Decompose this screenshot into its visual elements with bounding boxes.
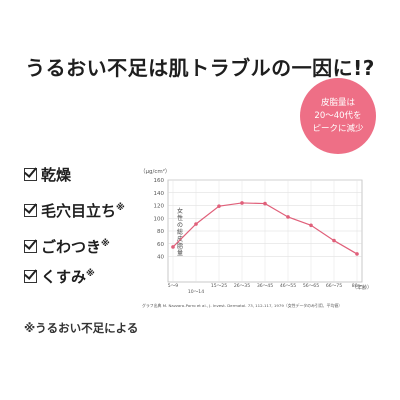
- y-tick-label: 40: [157, 255, 164, 261]
- x-tick-label: 66～75: [326, 283, 342, 289]
- badge-line-2: 20～40代を: [314, 110, 362, 121]
- y-tick-labels: 40 60 80 100 120 140 160: [154, 178, 165, 261]
- y-tick-label: 60: [157, 242, 164, 248]
- badge-line-1: 皮脂量は: [320, 97, 355, 108]
- y-unit-label: （μg/cm²）: [140, 168, 170, 175]
- data-point: [263, 201, 267, 206]
- check-label: 毛穴目立ち: [41, 202, 117, 220]
- y-tick-label: 140: [154, 191, 165, 197]
- x-tick-label: 46～55: [280, 283, 296, 289]
- pink-badge: 皮脂量は 20～40代を ピークに減少: [300, 78, 376, 154]
- check-label: ごわつき: [41, 238, 102, 256]
- check-item-pores: 毛穴目立ち※: [24, 200, 125, 221]
- data-point: [309, 223, 313, 228]
- footnote: ※うるおい不足による: [24, 321, 139, 335]
- check-label: 乾燥: [41, 166, 72, 184]
- y-tick-label: 80: [157, 229, 164, 235]
- data-point: [240, 201, 244, 205]
- data-point: [332, 238, 336, 243]
- x-tick-label: 56～65: [303, 283, 319, 289]
- page-title: うるおい不足は肌トラブルの一因に!?: [25, 56, 375, 80]
- x-tick-label: 36～45: [257, 283, 273, 289]
- y-axis-label-char: 女: [177, 207, 183, 215]
- check-item-dryness: 乾燥: [24, 164, 71, 185]
- y-tick-label: 120: [154, 204, 165, 210]
- data-point: [286, 215, 290, 219]
- data-point: [355, 252, 359, 256]
- data-point: [194, 222, 198, 226]
- x-tick-labels: 5～9 10～14 15～25 26～35 36～45 46～55 56～65 66～75 80…: [168, 283, 363, 295]
- data-point: [171, 245, 175, 249]
- y-axis-label-char: 皮: [177, 235, 183, 243]
- y-axis-label-char: 総: [177, 228, 183, 236]
- y-axis-label-char: 量: [177, 250, 183, 257]
- y-tick-label: 160: [154, 178, 165, 184]
- y-axis-label-char: の: [177, 222, 183, 229]
- checkbox-icon: [24, 168, 37, 181]
- check-label: くすみ: [41, 268, 87, 286]
- check-item-roughness: ごわつき※: [24, 236, 110, 257]
- series-layer: [171, 201, 359, 256]
- note-mark: ※: [101, 239, 110, 249]
- checkbox-icon: [24, 204, 37, 217]
- y-axis-label-char: 性: [177, 214, 183, 222]
- x-tick-label: 80～: [352, 283, 363, 289]
- badge-line-3: ピークに減少: [312, 123, 364, 134]
- chart-caption: グラフ出典 M. Nazzaro-Porro et al., J. Invest…: [142, 303, 342, 308]
- note-mark: ※: [116, 203, 125, 213]
- checkbox-icon: [24, 240, 37, 253]
- y-axis-label-char: 脂: [177, 242, 183, 250]
- y-tick-label: 100: [154, 216, 165, 222]
- x-tick-label: 5～9: [168, 283, 179, 289]
- grid-layer: [167, 179, 363, 283]
- note-mark: ※: [86, 269, 95, 279]
- x-tick-label: 15～25: [211, 283, 227, 289]
- x-unit-label: （年齢）: [352, 284, 372, 291]
- check-item-dullness: くすみ※: [24, 266, 95, 287]
- data-point: [217, 204, 221, 208]
- checkbox-icon: [24, 270, 37, 283]
- x-tick-label: 10～14: [188, 289, 204, 295]
- x-tick-label: 26～35: [234, 283, 250, 289]
